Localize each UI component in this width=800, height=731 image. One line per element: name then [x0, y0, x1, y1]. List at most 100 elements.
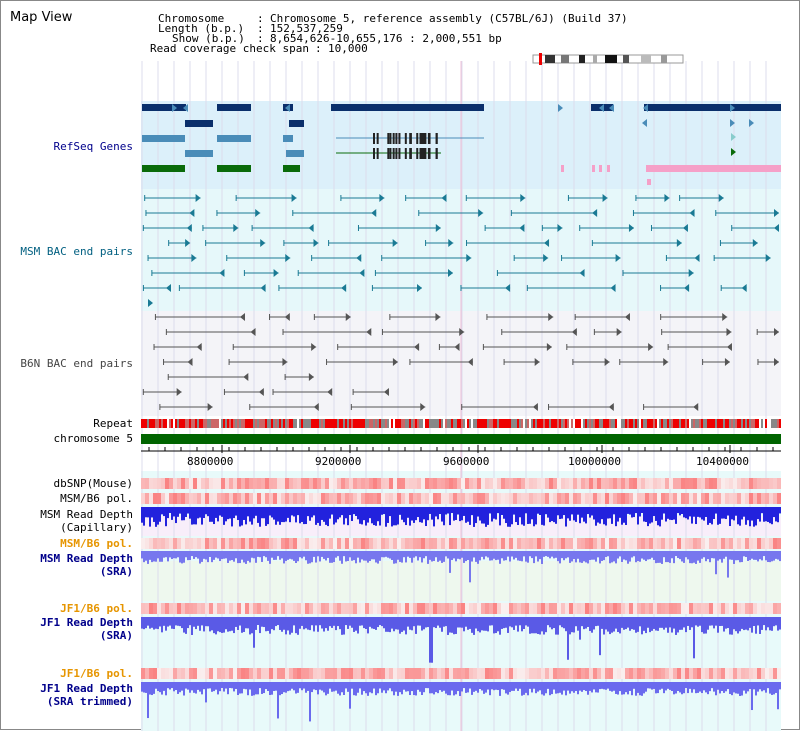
depth-bar [701, 682, 703, 694]
polymorphism-cell [529, 603, 533, 614]
depth-bar [629, 507, 631, 515]
depth-bar [657, 617, 659, 631]
depth-bar [655, 551, 657, 564]
depth-bar [505, 551, 507, 561]
depth-bar [399, 507, 401, 515]
polymorphism-cell [709, 603, 713, 614]
strand-arrow [448, 239, 454, 247]
depth-bar [777, 551, 779, 560]
polymorphism-cell [505, 603, 509, 614]
depth-bar [627, 551, 629, 564]
depth-bar [201, 617, 203, 626]
repeat-feature [495, 419, 497, 428]
polymorphism-cell [569, 478, 573, 489]
axis-tick-label: 10400000 [696, 455, 749, 468]
polymorphism-cell [609, 603, 613, 614]
polymorphism-cell [457, 603, 461, 614]
depth-bar [449, 507, 451, 526]
repeat-feature [315, 419, 317, 428]
depth-bar [663, 617, 665, 630]
repeat-feature [545, 419, 547, 428]
strand-arrow [282, 358, 288, 366]
depth-bar [391, 617, 393, 629]
polymorphism-cell [381, 538, 385, 549]
depth-bar [289, 682, 291, 691]
depth-bar [591, 617, 593, 633]
strand-arrow [684, 284, 690, 292]
repeat-feature [179, 419, 181, 428]
depth-bar [589, 617, 591, 631]
depth-bar [773, 682, 775, 695]
depth-bar [721, 551, 723, 563]
strand-arrow [291, 194, 297, 202]
polymorphism-cell [717, 493, 721, 504]
polymorphism-cell [601, 603, 605, 614]
depth-bar [287, 507, 289, 518]
strand-arrow [688, 269, 694, 277]
depth-bar [719, 507, 721, 524]
polymorphism-cell [173, 668, 177, 679]
depth-bar [645, 507, 647, 523]
depth-bar [673, 507, 675, 520]
depth-bar [187, 507, 189, 514]
polymorphism-cell [605, 538, 609, 549]
polymorphism-cell [185, 538, 189, 549]
strand-arrow [682, 224, 688, 232]
polymorphism-cell [593, 603, 597, 614]
depth-bar [689, 507, 691, 517]
depth-bar [769, 551, 771, 563]
depth-bar [205, 617, 207, 627]
depth-bar [149, 551, 151, 560]
repeat-feature [351, 419, 353, 428]
depth-bar [379, 551, 381, 561]
depth-bar [591, 507, 593, 516]
depth-bar [157, 617, 159, 630]
strand-arrow [548, 313, 554, 321]
repeat-feature [465, 419, 467, 428]
polymorphism-cell [405, 538, 409, 549]
depth-bar [367, 682, 369, 696]
track-label-refseq[interactable]: RefSeq Genes [53, 140, 133, 153]
repeat-feature [177, 419, 179, 428]
depth-bar [425, 551, 427, 557]
depth-bar [431, 507, 433, 520]
polymorphism-cell [677, 538, 681, 549]
depth-bar [739, 507, 741, 526]
depth-bar [161, 682, 163, 695]
polymorphism-cell [265, 668, 269, 679]
polymorphism-cell [501, 478, 505, 489]
depth-bar [499, 617, 501, 635]
track-label-msm-bac[interactable]: MSM BAC end pairs [20, 245, 133, 258]
repeat-feature [605, 419, 607, 428]
depth-bar [349, 551, 351, 558]
track-label-b6n-bac[interactable]: B6N BAC end pairs [20, 357, 133, 370]
repeat-feature [343, 419, 345, 428]
repeat-feature [527, 419, 529, 428]
polymorphism-cell [333, 493, 337, 504]
polymorphism-cell [533, 603, 537, 614]
depth-bar [693, 682, 695, 690]
depth-bar [355, 682, 357, 696]
repeat-feature [231, 419, 233, 428]
depth-bar [317, 682, 319, 695]
depth-bar [159, 682, 161, 693]
polymorphism-cell [341, 493, 345, 504]
depth-bar [401, 682, 403, 695]
polymorphism-cell [445, 478, 449, 489]
polymorphism-cell [649, 603, 653, 614]
depth-bar [197, 507, 199, 519]
depth-bar [325, 551, 327, 561]
depth-bar [291, 507, 293, 516]
depth-bar [199, 551, 201, 564]
gene-feature [142, 104, 186, 111]
depth-bar [183, 682, 185, 696]
polymorphism-cell [197, 538, 201, 549]
depth-bar [567, 551, 569, 558]
depth-bar [323, 507, 325, 522]
polymorphism-cell [685, 493, 689, 504]
polymorphism-cell [305, 478, 309, 489]
depth-bar [663, 682, 665, 694]
polymorphism-cell [293, 478, 297, 489]
depth-bar [177, 682, 179, 694]
